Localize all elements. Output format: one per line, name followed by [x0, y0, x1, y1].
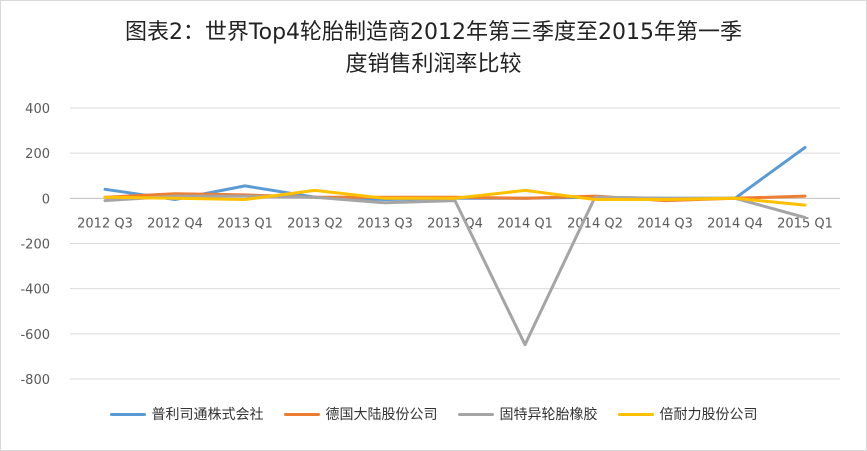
x-tick-label: 2013 Q4: [427, 216, 483, 231]
x-tick-label: 2014 Q4: [707, 216, 763, 231]
series-lines: [103, 146, 807, 347]
legend-item-0: 普利司通株式会社: [109, 404, 264, 424]
chart-title-line-2: 度销售利润率比较: [345, 52, 522, 77]
y-tick-label: 200: [25, 147, 50, 162]
y-axis-ticks: 400 200 0 -200 -400 -600 -800: [20, 102, 50, 388]
x-tick-label: 2013 Q3: [357, 216, 413, 231]
y-tick-label: -600: [20, 328, 50, 343]
legend-item-1: 德国大陆股份公司: [283, 404, 438, 424]
x-tick-label: 2014 Q3: [637, 216, 693, 231]
x-axis-ticks: 2012 Q3 2012 Q4 2013 Q1 2013 Q2 2013 Q3 2013 …: [77, 216, 833, 231]
legend-swatch: [283, 412, 320, 416]
x-tick-label: 2014 Q1: [497, 216, 553, 231]
y-tick-label: 400: [25, 102, 50, 117]
x-tick-label: 2013 Q2: [287, 216, 343, 231]
series-line-3: [103, 188, 807, 207]
x-tick-label: 2013 Q1: [217, 216, 273, 231]
chart-legend: 普利司通株式会社 德国大陆股份公司 固特异轮胎橡胶 倍耐力股份公司: [0, 404, 867, 424]
legend-item-2: 固特异轮胎橡胶: [457, 404, 598, 424]
legend-label: 倍耐力股份公司: [659, 407, 758, 423]
legend-swatch: [457, 412, 494, 416]
legend-swatch: [109, 412, 146, 416]
legend-label: 普利司通株式会社: [151, 407, 264, 423]
y-tick-label: 0: [42, 192, 50, 207]
series-line-0: [103, 146, 807, 201]
legend-swatch: [617, 412, 654, 416]
x-tick-label: 2012 Q4: [147, 216, 203, 231]
x-tick-label: 2012 Q3: [77, 216, 133, 231]
grid-lines: [70, 107, 840, 380]
y-tick-label: -200: [20, 238, 50, 253]
chart-title-line-1: 图表2：世界Top4轮胎制造商2012年第三季度至2015年第一季: [124, 20, 743, 45]
legend-label: 德国大陆股份公司: [325, 407, 438, 423]
y-tick-label: -400: [20, 283, 50, 298]
x-tick-label: 2014 Q2: [567, 216, 623, 231]
legend-label: 固特异轮胎橡胶: [499, 407, 598, 423]
x-tick-label: 2015 Q1: [777, 216, 833, 231]
legend-item-3: 倍耐力股份公司: [617, 404, 758, 424]
y-tick-label: -800: [20, 373, 50, 388]
